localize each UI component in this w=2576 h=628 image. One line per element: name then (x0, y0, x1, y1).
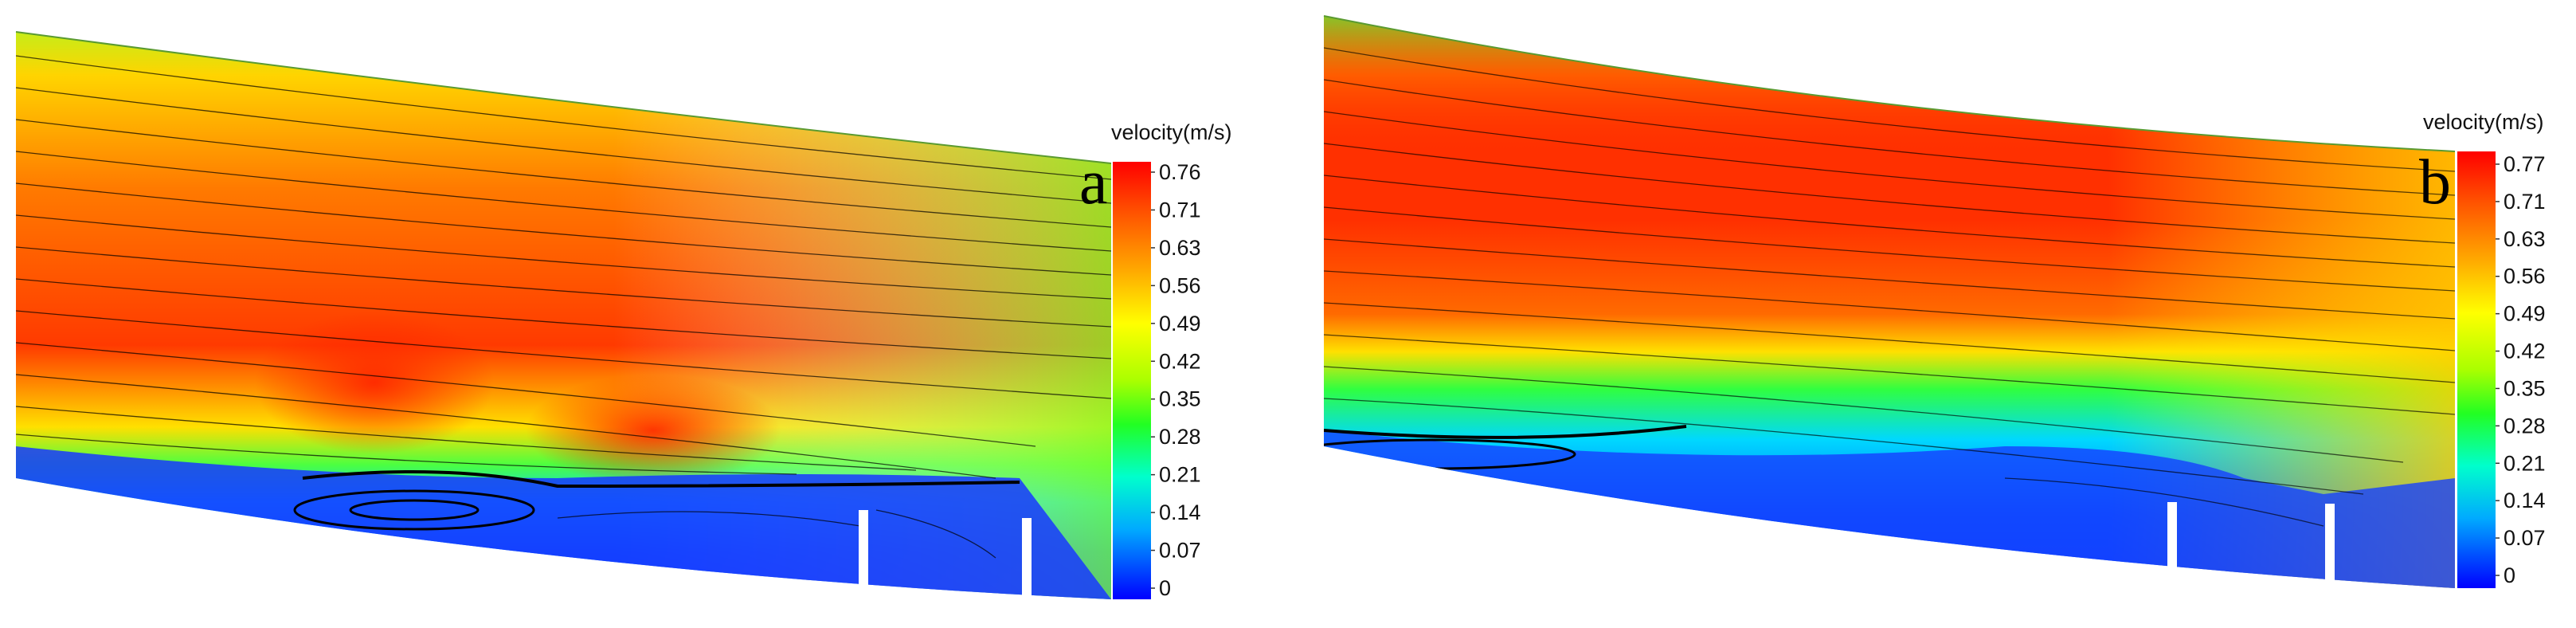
colorbar-tick-label: 0.21 (1159, 463, 1201, 487)
colorbar-tick-label: 0.14 (2504, 489, 2546, 512)
colorbar-tick-label: 0.63 (2504, 227, 2546, 251)
colorbar-tick-label: 0.14 (1159, 500, 1201, 524)
panel-a-svg: a velocity(m/s) 0.76 0.71 0.63 0.56 0.49 0.42… (15, 31, 1232, 600)
panel-b: b velocity(m/s) 0.77 0.71 0.63 0.56 0.49 0.42… (1288, 0, 2576, 628)
colorbar-tick-label: 0.35 (1159, 387, 1201, 411)
colorbar-tick-label: 0.42 (2504, 340, 2546, 363)
colorbar-scale-a (1113, 162, 1151, 599)
velocity-field-b (1324, 16, 2455, 588)
colorbar-scale-b (2457, 151, 2496, 588)
colorbar-tick-label: 0.56 (1159, 273, 1201, 297)
colorbar-tick-label: 0.56 (2504, 265, 2546, 288)
colorbar-tick-label: 0.49 (1159, 312, 1201, 336)
colorbar-tick-label: 0.76 (1159, 160, 1201, 184)
panel-b-svg: b velocity(m/s) 0.77 0.71 0.63 0.56 0.49 0.42… (1323, 15, 2546, 588)
obstacle-b-1 (2167, 502, 2177, 588)
colorbar-b: velocity(m/s) 0.770.710.630.560.490.420.… (2423, 110, 2546, 588)
streamlines-b (1324, 47, 2455, 527)
colorbar-title-a: velocity(m/s) (1111, 120, 1232, 144)
colorbar-tick-label: 0.07 (2504, 526, 2546, 550)
colorbar-tick-label: 0.21 (2504, 451, 2546, 475)
obstacle-b-2 (2325, 504, 2335, 588)
colorbar-tick-label: 0.42 (1159, 349, 1201, 373)
colorbar-tick-label: 0 (2504, 563, 2515, 587)
streamlines-a (16, 55, 1111, 559)
panel-label-b: b (2419, 147, 2451, 218)
velocity-field-a (16, 32, 1111, 599)
colorbar-tick-label: 0.49 (2504, 302, 2546, 326)
colorbar-ticks-a: 0.76 0.71 0.63 0.56 0.49 0.42 0.35 0.28 0.21 0.14… (1151, 160, 1201, 600)
colorbar-a: velocity(m/s) 0.760.710.630.560.490.420.… (1111, 120, 1232, 600)
colorbar-title-b: velocity(m/s) (2423, 110, 2544, 134)
colorbar-tick-label: 0.71 (1159, 198, 1201, 222)
colorbar-tick-label: 0 (1159, 576, 1171, 600)
colorbar-tick-label: 0.71 (2504, 190, 2546, 214)
colorbar-tick-label: 0.07 (1159, 539, 1201, 563)
colorbar-tick-label: 0.28 (1159, 425, 1201, 449)
panel-label-a: a (1079, 147, 1108, 218)
panel-a: a velocity(m/s) 0.76 0.71 0.63 0.56 0.49 0.42… (15, 31, 1232, 600)
colorbar-tick-label: 0.28 (2504, 414, 2546, 438)
colorbar-tick-label: 0.63 (1159, 236, 1201, 260)
colorbar-tick-label: 0.35 (2504, 376, 2546, 400)
colorbar-ticks-b: 0.77 0.71 0.63 0.56 0.49 0.42 0.35 0.28 0.21 0.14… (2496, 152, 2546, 587)
obstacle-a-1 (859, 510, 868, 599)
obstacle-a-2 (1022, 518, 1032, 599)
colorbar-tick-label: 0.77 (2504, 152, 2546, 176)
